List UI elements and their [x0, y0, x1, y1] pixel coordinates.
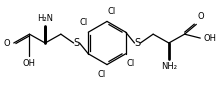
Text: Cl: Cl [79, 18, 87, 27]
Text: NH₂: NH₂ [161, 62, 177, 71]
Text: Cl: Cl [108, 7, 116, 17]
Text: S: S [134, 38, 141, 48]
Text: H₂N: H₂N [37, 14, 53, 23]
Text: OH: OH [203, 34, 216, 43]
Text: O: O [3, 39, 10, 47]
Text: S: S [73, 38, 80, 48]
Text: OH: OH [23, 59, 36, 68]
Text: Cl: Cl [98, 69, 106, 79]
Text: O: O [197, 12, 204, 21]
Text: Cl: Cl [127, 59, 135, 68]
